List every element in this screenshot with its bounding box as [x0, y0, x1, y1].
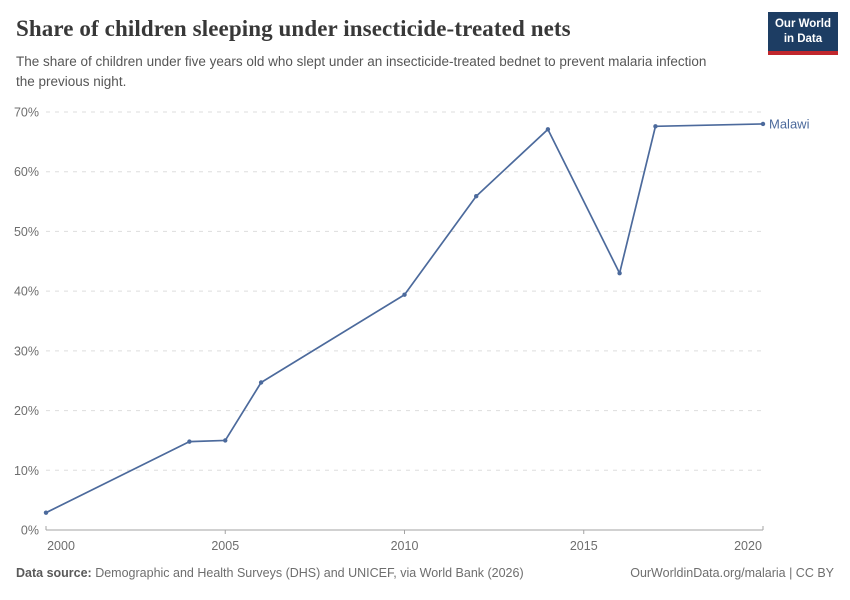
data-point[interactable] — [223, 438, 228, 443]
y-axis-tick-label: 20% — [14, 404, 39, 418]
data-source-label: Data source: — [16, 566, 92, 580]
data-point[interactable] — [617, 271, 622, 276]
data-point[interactable] — [760, 121, 766, 127]
x-axis-tick-label: 2020 — [734, 539, 762, 553]
chart-subtitle: The share of children under five years o… — [16, 54, 707, 89]
data-series-line[interactable] — [45, 123, 764, 514]
page-title: Share of children sleeping under insecti… — [16, 16, 571, 41]
series-end-label: Malawi — [769, 116, 810, 131]
x-axis-tick-label: 2005 — [211, 539, 239, 553]
data-point[interactable] — [653, 124, 658, 129]
owid-logo-line2: in Data — [783, 32, 823, 45]
line-chart[interactable]: 0% 10% 20% 30% 40% 50% 60% 70% 2000 2005 2010 2015 2… — [0, 95, 850, 560]
data-source: Data source: Demographic and Health Surv… — [16, 566, 524, 580]
owid-logo[interactable]: Our World in Data — [767, 12, 838, 55]
data-point[interactable] — [187, 439, 192, 444]
y-axis-tick-label: 70% — [14, 106, 39, 120]
y-axis-tick-label: 50% — [14, 225, 39, 239]
data-point[interactable] — [43, 510, 49, 515]
data-point[interactable] — [402, 292, 407, 297]
data-point[interactable] — [258, 380, 264, 385]
y-axis-tick-label: 0% — [21, 524, 39, 538]
attribution-link[interactable]: OurWorldinData.org/malaria | CC BY — [630, 566, 834, 580]
y-axis-tick-label: 30% — [14, 344, 39, 358]
y-axis-tick-label: 60% — [14, 165, 39, 179]
x-axis-tick-label: 2010 — [391, 539, 419, 553]
x-axis-tick-label: 2015 — [570, 539, 598, 553]
chart-footer: Data source: Demographic and Health Surv… — [16, 566, 834, 580]
x-axis-tick-label: 2000 — [47, 539, 75, 553]
data-point[interactable] — [545, 127, 551, 132]
owid-logo-line1: Our World — [774, 18, 831, 30]
data-source-text: Demographic and Health Surveys (DHS) and… — [91, 566, 524, 580]
data-point[interactable] — [474, 193, 479, 199]
y-axis-tick-label: 10% — [14, 464, 39, 478]
y-axis-tick-label: 40% — [14, 285, 39, 299]
